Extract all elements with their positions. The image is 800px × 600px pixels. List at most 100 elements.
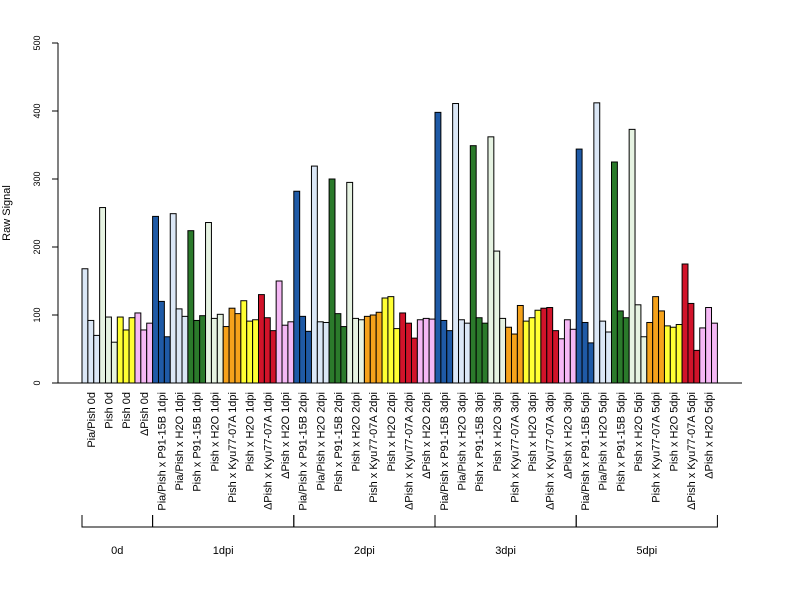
bar [463,322,471,384]
bars [81,102,718,384]
bar [522,320,530,384]
x-tick-label: ΔPish x H2O 3dpi [562,392,574,479]
x-tick-label: Pia/Pish x H2O 1dpi [174,392,186,490]
bar [393,328,401,384]
bar [569,328,577,384]
bar [375,311,383,384]
bar [146,322,154,384]
x-tick-label: ΔPish x H2O 2dpi [421,392,433,479]
bar [646,321,654,384]
bar [346,181,354,384]
bar [434,111,442,384]
bar [410,337,418,384]
y-tick-label: 300 [32,171,42,186]
bar [187,230,195,384]
bar [210,317,218,384]
bar [352,317,360,384]
bar [293,190,301,384]
group-label: 0d [111,545,123,557]
x-tick-label: Pish x H2O 2dpi [351,392,363,471]
bar [616,310,624,384]
bar [175,308,183,384]
bar [81,268,89,384]
bar [128,317,136,384]
bar [163,336,171,384]
bar [222,326,230,384]
bar [369,314,377,384]
bar [416,319,424,384]
bar [328,178,336,384]
bar [334,313,342,384]
bar [140,329,148,384]
group-label: 1dpi [213,545,234,557]
group-label: 3dpi [495,545,516,557]
x-tick-label: Pish x Kyu77-07A 2dpi [368,392,380,503]
bar [216,313,224,384]
bar [516,304,524,384]
bar [234,313,242,384]
bar [322,321,330,384]
group-brackets: 0d 1dpi 2dpi 3dpi 5dpi [81,515,718,557]
bar [428,318,436,384]
bar [358,319,365,384]
bar [669,326,677,384]
x-tick-label: Pish 0d [121,392,133,429]
bar [134,312,142,384]
x-tick-label: ΔPish x H2O 5dpi [704,392,716,479]
bar [275,280,283,384]
x-tick-label: ΔPish x Kyu77-07A 2dpi [404,392,416,510]
x-tick-label: Pia/Pish x P91-15B 1dpi [156,392,168,511]
group-bracket [575,515,718,528]
bar [310,165,318,384]
y-tick-label: 200 [32,239,42,254]
bar [246,320,254,384]
bar [493,250,501,384]
bar [634,304,642,384]
x-tick-label: ΔPish x Kyu77-07A 5dpi [686,392,698,510]
bar [240,300,248,384]
bar [581,321,589,384]
bar [605,331,612,384]
bar [422,317,430,384]
bar [87,319,95,384]
x-tick-label: Pish x H2O 1dpi [245,392,257,471]
bar [705,307,713,384]
bar [652,296,660,384]
bar [481,322,489,384]
bar [99,207,107,384]
x-tick-label: Pish x Kyu77-07A 5dpi [651,392,663,503]
bar [152,215,159,384]
group-label: 5dpi [636,545,657,557]
bar [263,317,271,384]
bar [510,333,518,384]
bar [116,316,124,384]
x-tick-label: Pia/Pish x H2O 2dpi [315,392,327,490]
bar [405,322,412,384]
group-bracket [152,515,295,528]
bar [475,317,483,384]
bar [228,307,236,384]
x-tick-label: Pish x P91-15B 1dpi [192,392,204,492]
bar [563,319,571,384]
group-bracket [81,515,154,528]
bar [363,315,371,384]
bar [299,315,307,384]
bar [675,324,683,384]
bar [446,330,454,384]
x-tick-label: Pia/Pish x P91-15B 5dpi [580,392,592,511]
x-tick-label: Pish x H2O 5dpi [633,392,645,471]
bar [157,300,165,384]
bar [181,315,189,384]
bar [711,322,718,384]
bar [105,316,112,384]
bar [658,310,665,384]
x-tick-label: Pish x P91-15B 3dpi [474,392,486,492]
bar [558,338,565,384]
bar [540,307,548,384]
bar [681,263,689,384]
bar [399,312,407,384]
bar [587,342,595,384]
y-axis: 0 100 200 300 400 500 [32,35,59,386]
bar [252,319,259,384]
bar [599,320,607,384]
